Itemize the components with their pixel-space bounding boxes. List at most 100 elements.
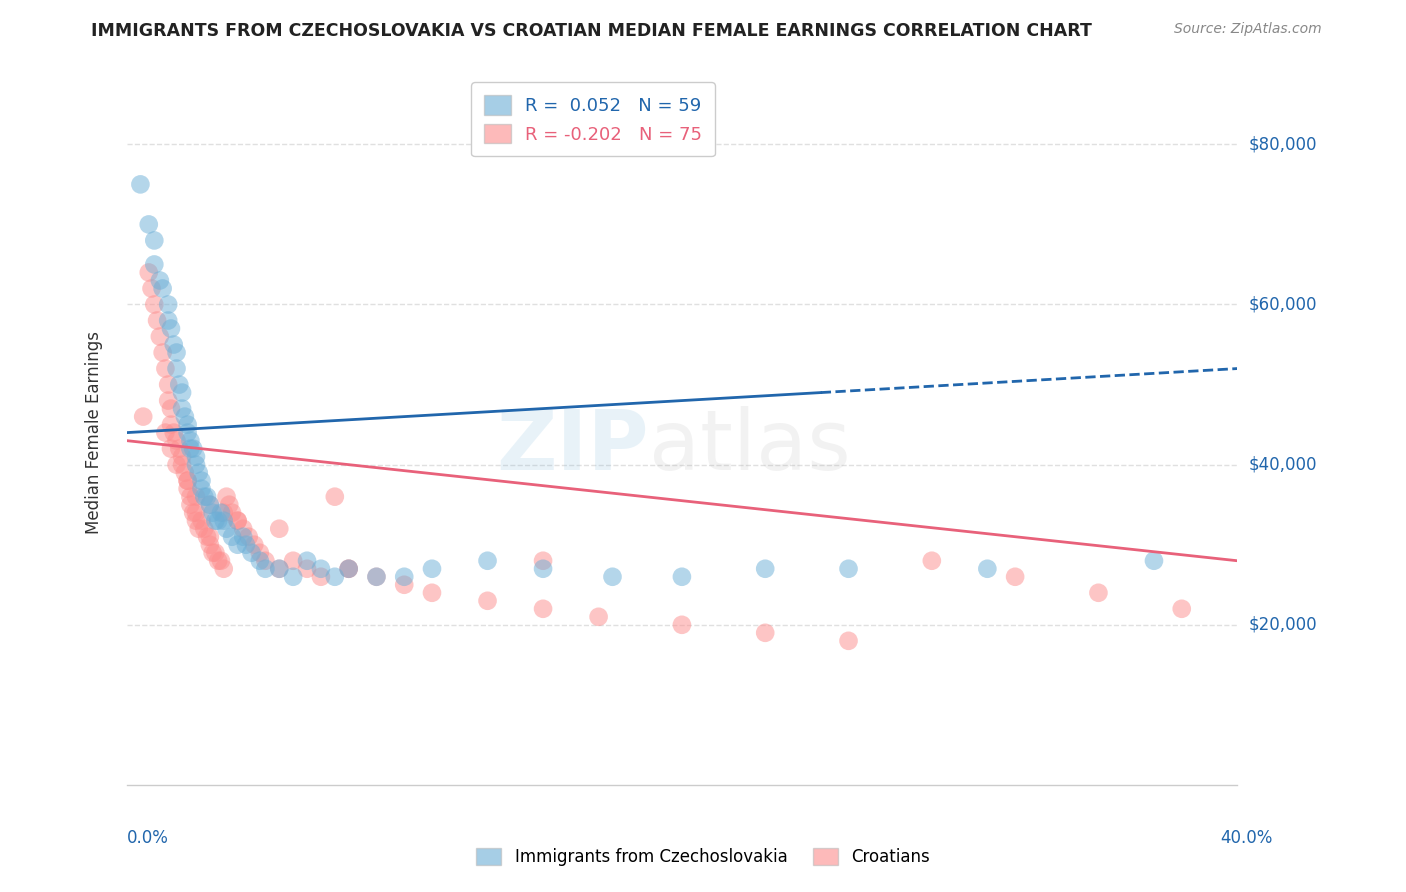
- Point: [181, 506, 204, 520]
- Point: [184, 506, 207, 520]
- Point: [157, 393, 180, 408]
- Point: [269, 562, 291, 576]
- Point: [1087, 586, 1109, 600]
- Point: [323, 570, 346, 584]
- Point: [337, 562, 360, 576]
- Point: [477, 554, 499, 568]
- Point: [198, 538, 221, 552]
- Point: [173, 409, 195, 424]
- Point: [138, 218, 160, 232]
- Point: [190, 514, 212, 528]
- Point: [295, 554, 318, 568]
- Point: [254, 562, 277, 576]
- Point: [149, 273, 172, 287]
- Point: [163, 425, 186, 440]
- Point: [166, 458, 188, 472]
- Point: [172, 458, 194, 472]
- Point: [477, 594, 499, 608]
- Text: ZIP: ZIP: [496, 406, 648, 487]
- Point: [152, 345, 174, 359]
- Point: [309, 562, 332, 576]
- Point: [160, 401, 183, 416]
- Point: [157, 313, 180, 327]
- Point: [232, 530, 254, 544]
- Point: [754, 562, 776, 576]
- Point: [337, 562, 360, 576]
- Point: [160, 417, 183, 432]
- Point: [671, 617, 693, 632]
- Text: $60,000: $60,000: [1249, 295, 1317, 313]
- Point: [143, 234, 166, 248]
- Point: [1004, 570, 1026, 584]
- Point: [212, 562, 235, 576]
- Point: [169, 442, 191, 456]
- Point: [198, 498, 221, 512]
- Legend: Immigrants from Czechoslovakia, Croatians: Immigrants from Czechoslovakia, Croatian…: [470, 841, 936, 873]
- Point: [193, 522, 215, 536]
- Point: [269, 562, 291, 576]
- Point: [240, 546, 263, 560]
- Point: [184, 514, 207, 528]
- Point: [531, 562, 554, 576]
- Point: [157, 377, 180, 392]
- Point: [249, 554, 271, 568]
- Point: [602, 570, 624, 584]
- Point: [166, 361, 188, 376]
- Y-axis label: Median Female Earnings: Median Female Earnings: [84, 331, 103, 534]
- Text: 0.0%: 0.0%: [127, 830, 169, 847]
- Point: [232, 522, 254, 536]
- Point: [179, 498, 201, 512]
- Point: [187, 466, 209, 480]
- Point: [195, 530, 218, 544]
- Point: [141, 281, 163, 295]
- Point: [269, 522, 291, 536]
- Text: $80,000: $80,000: [1249, 136, 1317, 153]
- Point: [146, 313, 169, 327]
- Point: [281, 570, 304, 584]
- Point: [226, 514, 249, 528]
- Point: [190, 474, 212, 488]
- Point: [143, 297, 166, 311]
- Point: [221, 530, 243, 544]
- Point: [179, 434, 201, 448]
- Point: [201, 546, 224, 560]
- Point: [155, 425, 177, 440]
- Point: [588, 609, 610, 624]
- Point: [921, 554, 943, 568]
- Point: [129, 178, 152, 192]
- Point: [1170, 602, 1192, 616]
- Point: [155, 361, 177, 376]
- Point: [176, 425, 198, 440]
- Point: [337, 562, 360, 576]
- Point: [190, 482, 212, 496]
- Point: [209, 554, 232, 568]
- Point: [366, 570, 388, 584]
- Point: [184, 490, 207, 504]
- Text: Source: ZipAtlas.com: Source: ZipAtlas.com: [1174, 22, 1322, 37]
- Point: [160, 442, 183, 456]
- Point: [132, 409, 155, 424]
- Point: [394, 578, 416, 592]
- Point: [160, 321, 183, 335]
- Text: $40,000: $40,000: [1249, 456, 1317, 474]
- Point: [204, 514, 226, 528]
- Point: [176, 474, 198, 488]
- Point: [172, 450, 194, 464]
- Text: 40.0%: 40.0%: [1220, 830, 1272, 847]
- Point: [243, 538, 266, 552]
- Point: [309, 570, 332, 584]
- Point: [166, 434, 188, 448]
- Text: IMMIGRANTS FROM CZECHOSLOVAKIA VS CROATIAN MEDIAN FEMALE EARNINGS CORRELATION CH: IMMIGRANTS FROM CZECHOSLOVAKIA VS CROATI…: [91, 22, 1092, 40]
- Point: [420, 562, 443, 576]
- Point: [184, 458, 207, 472]
- Point: [176, 474, 198, 488]
- Point: [172, 385, 194, 400]
- Point: [207, 554, 229, 568]
- Point: [212, 506, 235, 520]
- Point: [187, 522, 209, 536]
- Point: [173, 466, 195, 480]
- Point: [201, 506, 224, 520]
- Point: [152, 281, 174, 295]
- Point: [143, 257, 166, 271]
- Point: [249, 546, 271, 560]
